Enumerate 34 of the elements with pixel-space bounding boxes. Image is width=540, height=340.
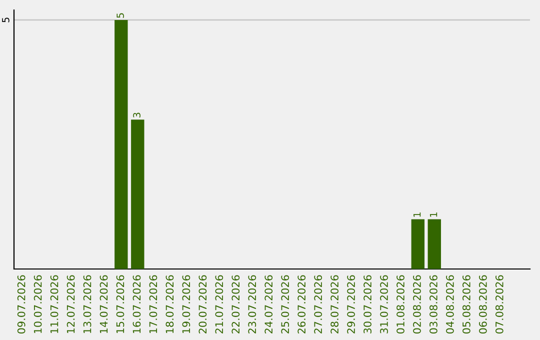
x-tick-label: 25.07.2026 bbox=[281, 275, 290, 334]
x-tick-label: 16.07.2026 bbox=[132, 275, 141, 334]
data-label: 1 bbox=[430, 212, 438, 217]
x-tick-label: 13.07.2026 bbox=[83, 275, 92, 334]
x-tick-label: 05.08.2026 bbox=[462, 275, 470, 334]
x-tick-label: 22.07.2026 bbox=[232, 275, 240, 334]
x-tick-label: 02.08.2026 bbox=[413, 275, 421, 334]
x-tick-label: 21.07.2026 bbox=[215, 275, 224, 334]
x-tick-label: 07.08.2026 bbox=[495, 275, 504, 334]
x-tick-label: 18.07.2026 bbox=[166, 275, 174, 334]
x-tick-label: 27.07.2026 bbox=[314, 275, 322, 334]
x-tick-label: 09.07.2026 bbox=[17, 275, 26, 334]
x-tick-label: 10.07.2026 bbox=[34, 275, 42, 334]
x-tick-label: 19.07.2026 bbox=[182, 275, 190, 334]
x-tick-label: 14.07.2026 bbox=[100, 275, 108, 334]
x-tick-label: 03.08.2026 bbox=[430, 275, 438, 334]
x-tick-label: 17.07.2026 bbox=[149, 275, 158, 334]
data-label: 1 bbox=[413, 212, 421, 217]
x-tick-label: 26.07.2026 bbox=[298, 275, 306, 334]
x-tick-label: 29.07.2026 bbox=[347, 275, 355, 334]
x-tick-label: 12.07.2026 bbox=[66, 275, 75, 334]
x-tick-label: 31.07.2026 bbox=[380, 275, 388, 334]
x-tick-label: 20.07.2026 bbox=[198, 275, 207, 334]
data-label: 3 bbox=[133, 112, 140, 118]
x-tick-label: 24.07.2026 bbox=[264, 275, 273, 334]
x-tick-label: 23.07.2026 bbox=[248, 275, 256, 334]
x-tick-label: 06.08.2026 bbox=[478, 275, 487, 334]
x-tick-label: 15.07.2026 bbox=[116, 275, 124, 334]
x-tick-label: 11.07.2026 bbox=[50, 275, 58, 334]
x-tick-label: 04.08.2026 bbox=[446, 275, 454, 334]
x-tick-label: 01.08.2026 bbox=[396, 275, 404, 334]
x-tick-label: 30.07.2026 bbox=[364, 275, 372, 334]
x-tick-label: 28.07.2026 bbox=[330, 275, 338, 334]
data-label: 5 bbox=[116, 13, 124, 18]
